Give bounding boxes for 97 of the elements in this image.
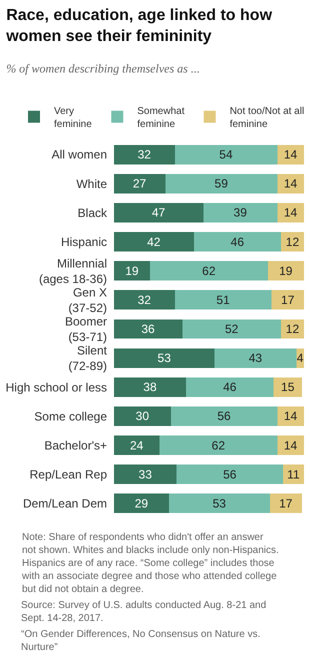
data-label: 32: [138, 292, 152, 307]
bar: [203, 202, 278, 222]
y-tick-label: Gen X (37-52): [68, 285, 107, 315]
data-label: 30: [136, 409, 150, 424]
y-tick-label: Rep/Lean Rep: [30, 468, 108, 482]
data-label: 24: [130, 438, 144, 452]
data-label: 62: [202, 264, 216, 278]
data-label: 54: [219, 148, 233, 162]
data-label: 11: [287, 467, 300, 482]
bar: [174, 144, 278, 164]
data-label: 17: [279, 496, 293, 510]
data-label: 14: [284, 206, 298, 220]
bar: [114, 348, 215, 368]
bar: [270, 494, 302, 514]
bar: [274, 377, 302, 397]
data-label: 51: [216, 292, 230, 307]
data-label: 12: [286, 234, 300, 249]
legend-label: Somewhat feminine: [137, 106, 185, 130]
bar: [114, 436, 160, 456]
bar: [268, 261, 304, 281]
bar: [114, 406, 171, 426]
data-label: 14: [284, 409, 298, 424]
source-note: Source: Survey of U.S. adults conducted Aug. 8-21 and Sept. 14-28, 2017.: [21, 600, 266, 624]
data-label: 46: [223, 380, 237, 394]
data-label: 42: [147, 234, 161, 249]
data-label: 15: [281, 380, 295, 394]
text: “On Gender Differences, No Consensus on Nature vs. Nurture”: [21, 629, 260, 653]
bar: [114, 464, 177, 484]
bar: [165, 174, 278, 194]
y-tick-label: Millennial (ages 18-36): [38, 256, 107, 286]
y-tick-label: All women: [52, 148, 107, 162]
legend-label: Very feminine: [54, 106, 92, 130]
data-label: 47: [152, 206, 166, 220]
y-tick-label: Bachelor's+: [44, 438, 107, 453]
data-label: 19: [125, 264, 139, 278]
data-label: 39: [234, 206, 248, 220]
y-tick-label: Boomer (53-71): [64, 314, 107, 344]
bar: [114, 174, 166, 194]
data-label: 14: [284, 176, 298, 191]
data-label: 17: [281, 292, 295, 307]
y-tick-label: High school or less: [6, 380, 107, 394]
data-label: 14: [284, 148, 298, 162]
y-tick-label: Black: [78, 206, 108, 220]
bar: [114, 202, 204, 222]
y-tick-label: White: [76, 176, 108, 191]
data-label: 53: [212, 496, 226, 510]
data-label: 36: [141, 322, 156, 336]
data-label: 43: [248, 351, 262, 366]
data-label: 56: [217, 409, 232, 424]
y-tick-label: Dem/Lean Dem: [22, 496, 107, 511]
data-label: 29: [134, 496, 148, 510]
data-label: 12: [286, 322, 300, 336]
data-label: 32: [138, 148, 152, 162]
chart-title: Race, education, age linked to how women see their femininity: [5, 7, 273, 45]
bar: [283, 464, 304, 484]
data-label: 46: [230, 234, 244, 249]
bar: [114, 290, 175, 310]
bar: [169, 494, 270, 514]
bar: [277, 174, 304, 194]
legend-label: Not too/Not at all feminine: [230, 106, 304, 130]
bar: [277, 406, 304, 426]
data-label: 56: [223, 467, 237, 482]
bar: [272, 290, 304, 310]
y-tick-label: Hispanic: [60, 234, 107, 249]
bar: [114, 144, 175, 164]
data-label: 53: [158, 351, 172, 366]
bar: [176, 464, 284, 484]
bar: [150, 261, 268, 281]
bar: [160, 436, 278, 456]
bar: [114, 494, 170, 514]
data-label: 52: [224, 322, 239, 336]
bar: [186, 377, 274, 397]
bar: [214, 348, 296, 368]
y-tick-label: Silent (72-89): [68, 343, 108, 374]
data-label: 33: [138, 467, 152, 482]
data-label: 27: [132, 176, 146, 191]
bar: [174, 290, 272, 310]
bar: [114, 377, 186, 397]
data-label: 38: [143, 380, 157, 394]
data-label: 19: [279, 264, 293, 278]
data-label: 14: [284, 438, 298, 452]
bar: [114, 319, 182, 339]
bar: [277, 144, 304, 164]
bar: [182, 319, 282, 339]
bar: [277, 436, 304, 456]
bar: [281, 232, 304, 252]
bar: [277, 202, 304, 222]
bar: [171, 406, 278, 426]
y-tick-label: Some college: [34, 409, 108, 424]
data-label: 4: [296, 351, 304, 366]
data-label: 62: [212, 438, 226, 452]
bar: [114, 232, 194, 252]
bar: [114, 261, 150, 281]
chart-subtitle: % of women describing themselves as ...: [6, 61, 200, 76]
text: Note: Share of respondents who didn't offer an answer not shown. Whites and blacks include only non-Hispanics. Hispanics are of any race. “Some college” includes those with an associate degree and those who attended college but did not obtain a degree.: [21, 532, 279, 595]
bar: [194, 232, 282, 252]
data-label: 59: [214, 176, 228, 191]
